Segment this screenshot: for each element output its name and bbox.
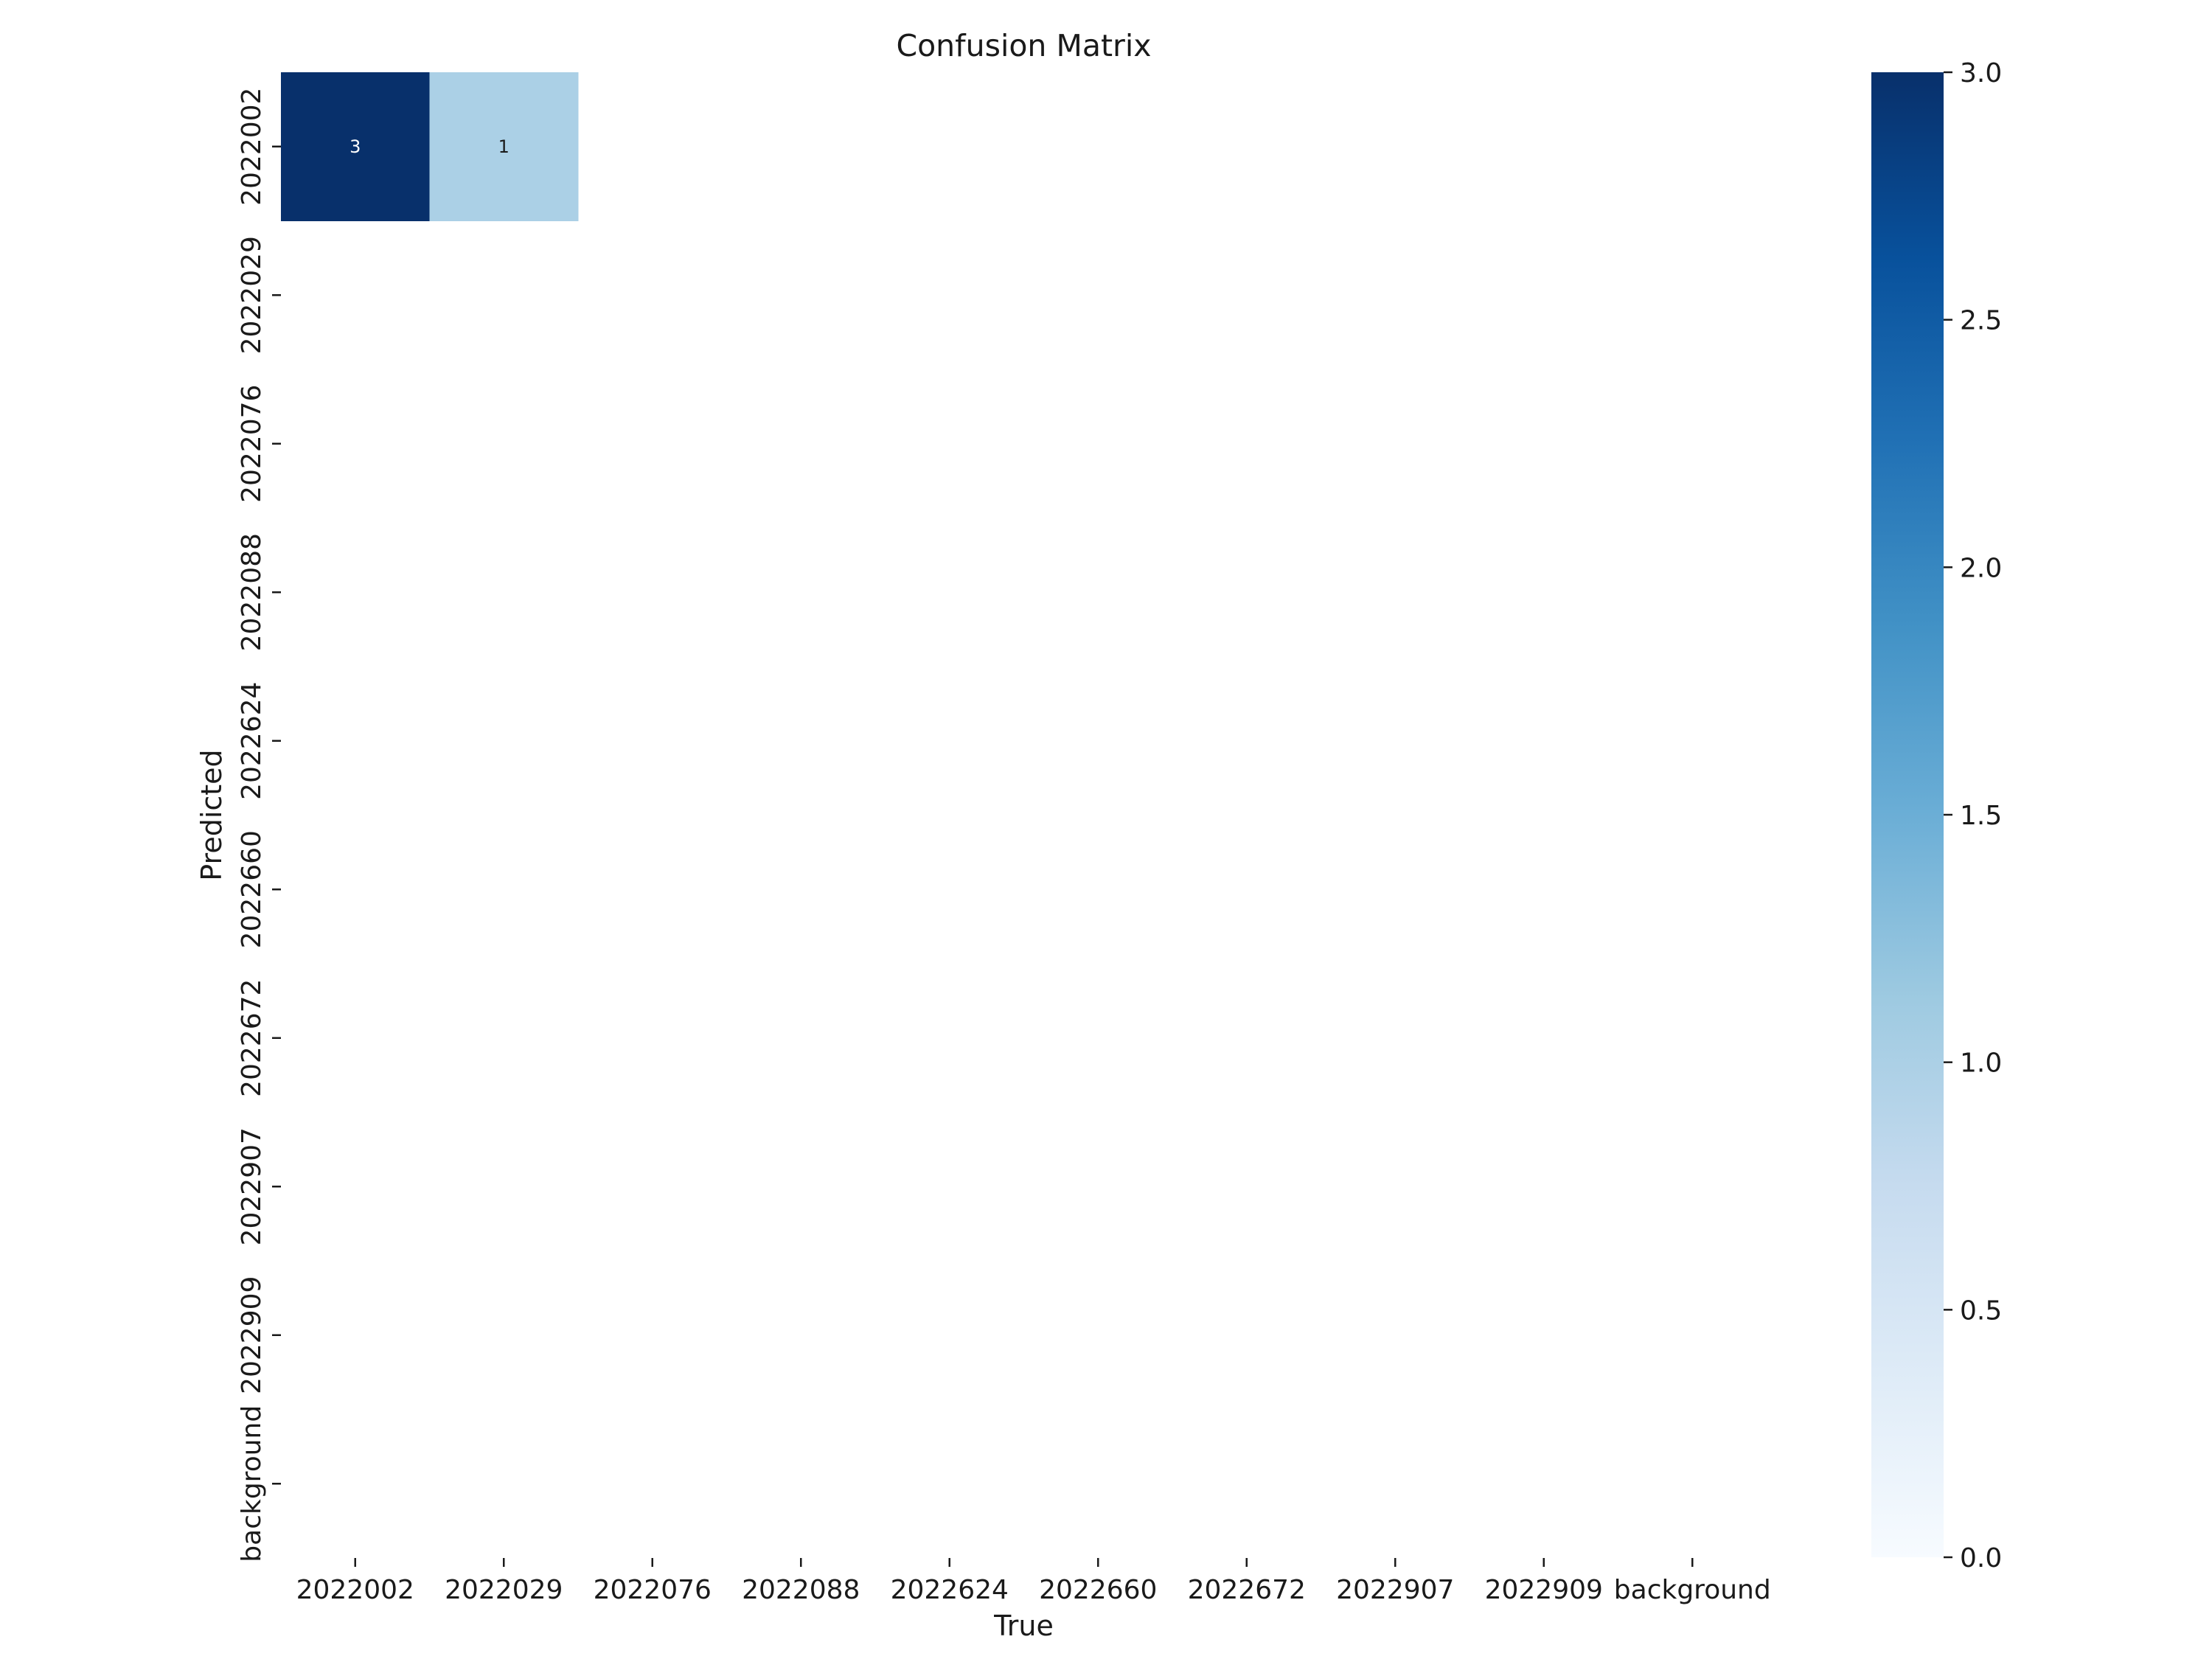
heatmap-cell <box>429 72 579 221</box>
x-tick-label: 2022660 <box>1039 1575 1157 1605</box>
x-axis-ticks: 2022002 2022029 2022076 2022088 2022624 20226… <box>296 1558 1771 1605</box>
colorbar-ticks: 0.0 0.5 1.0 1.5 2.0 2.5 3.0 <box>1944 58 2002 1573</box>
y-tick-label: 2022660 <box>237 830 267 948</box>
colorbar-tick-label: 1.0 <box>1960 1048 2002 1079</box>
x-tick-label: 2022909 <box>1485 1575 1603 1605</box>
x-tick-label: 2022907 <box>1336 1575 1454 1605</box>
y-axis-ticks: 2022002 2022029 2022076 2022088 2022624 20226… <box>237 88 281 1562</box>
x-tick-label: background <box>1614 1575 1771 1605</box>
colorbar-tick-label: 0.0 <box>1960 1543 2002 1573</box>
y-tick-label: 2022909 <box>237 1276 267 1394</box>
cell-annotation: 1 <box>498 136 509 157</box>
y-tick-label: 2022672 <box>237 979 267 1097</box>
y-tick-label: 2022076 <box>237 385 267 503</box>
y-tick-label: 2022002 <box>237 88 267 206</box>
x-tick-label: 2022672 <box>1188 1575 1306 1605</box>
colorbar-tick-label: 1.5 <box>1960 801 2002 831</box>
colorbar <box>1871 72 1944 1557</box>
colorbar-tick-label: 3.0 <box>1960 58 2002 88</box>
x-axis-label: True <box>993 1610 1054 1642</box>
x-tick-label: 2022624 <box>891 1575 1009 1605</box>
chart-title: Confusion Matrix <box>896 28 1151 63</box>
colorbar-tick-label: 0.5 <box>1960 1295 2002 1326</box>
heatmap-cell <box>281 72 430 221</box>
x-tick-label: 2022029 <box>445 1575 563 1605</box>
y-tick-label: 2022624 <box>237 682 267 800</box>
x-tick-label: 2022076 <box>594 1575 712 1605</box>
y-tick-label: 2022029 <box>237 236 267 354</box>
heatmap-cells <box>281 72 579 221</box>
colorbar-tick-label: 2.0 <box>1960 553 2002 583</box>
colorbar-tick-label: 2.5 <box>1960 306 2002 336</box>
y-tick-label: 2022088 <box>237 533 267 651</box>
cell-annotation: 3 <box>349 136 361 157</box>
x-tick-label: 2022088 <box>742 1575 860 1605</box>
x-tick-label: 2022002 <box>296 1575 414 1605</box>
y-tick-label: background <box>237 1405 267 1562</box>
y-axis-label: Predicted <box>195 749 228 880</box>
y-tick-label: 2022907 <box>237 1127 267 1245</box>
